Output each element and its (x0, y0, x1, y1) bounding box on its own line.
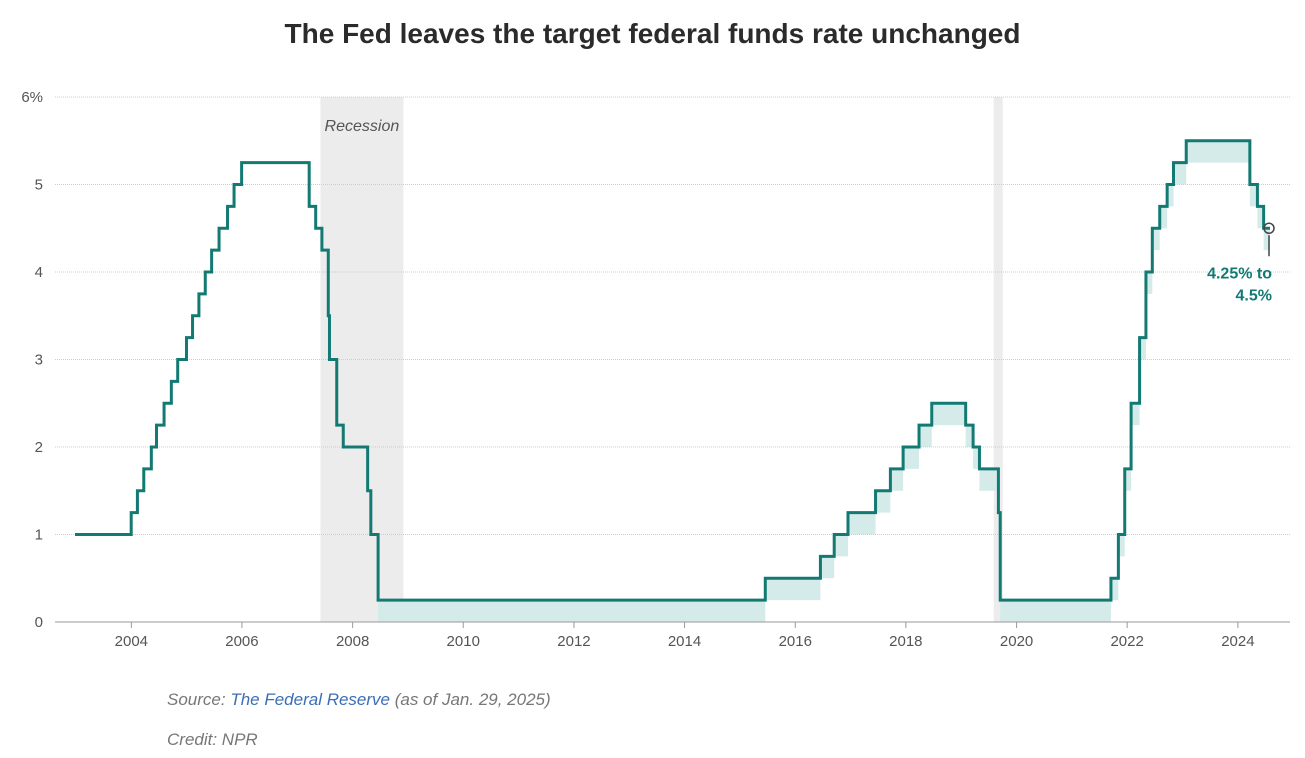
band-segment (1186, 140, 1250, 163)
band-segment (820, 556, 835, 579)
recession-label: Recession (325, 118, 400, 135)
band-segment (847, 512, 876, 535)
x-tick-label: 2004 (115, 633, 148, 650)
band-segment (903, 447, 920, 469)
source-suffix: (as of Jan. 29, 2025) (390, 690, 551, 709)
y-tick-label: 2 (35, 439, 43, 456)
y-tick-label: 6% (21, 89, 43, 106)
band-segment (1167, 184, 1174, 207)
band-segment (378, 600, 766, 622)
band-segment (875, 490, 891, 513)
band-segment (1159, 206, 1168, 229)
band-segment (1131, 403, 1140, 426)
recession-band-1 (993, 97, 1003, 622)
x-tick-label: 2010 (447, 633, 480, 650)
x-tick-label: 2012 (557, 633, 590, 650)
gridlines (55, 96, 1290, 623)
annotation-label: 4.25% to (1207, 265, 1272, 282)
y-tick-label: 1 (35, 527, 43, 544)
band-segment (1263, 228, 1270, 251)
band-segment (890, 468, 904, 491)
chart-title: The Fed leaves the target federal funds … (284, 18, 1021, 49)
band-segment (1139, 337, 1146, 360)
band-segment (1110, 578, 1119, 601)
band-segment (1257, 206, 1264, 229)
x-tick-label: 2014 (668, 633, 701, 650)
x-tick-label: 2006 (225, 633, 258, 650)
band-segment (979, 468, 999, 491)
band-segment (765, 578, 821, 601)
x-tick-label: 2022 (1110, 633, 1143, 650)
band-segment (1249, 184, 1258, 207)
band-segment (931, 403, 966, 426)
band-segment (1118, 534, 1125, 557)
source-prefix: Source: (167, 690, 231, 709)
target-range-band (378, 140, 1270, 622)
band-segment (965, 425, 974, 447)
annotation-label: 4.5% (1236, 287, 1272, 304)
x-tick-label: 2016 (779, 633, 812, 650)
annotation-marker (1263, 222, 1275, 234)
x-tick-label: 2020 (1000, 633, 1033, 650)
band-segment (919, 425, 932, 447)
y-tick-label: 5 (35, 177, 43, 194)
y-tick-label: 4 (35, 264, 43, 281)
source-note: Source: The Federal Reserve (as of Jan. … (167, 690, 551, 710)
band-segment (1152, 228, 1160, 251)
x-axis: 2004 2006 2008 2010 2012 2014 2016 2018 2020 2022… (115, 622, 1255, 650)
y-tick-label: 0 (35, 614, 43, 631)
y-tick-label: 3 (35, 352, 43, 369)
credit-note: Credit: NPR (167, 730, 258, 749)
y-axis: 0 1 2 3 4 5 6% (21, 89, 43, 631)
rate-step-line (75, 139, 1270, 602)
band-segment (1145, 272, 1153, 294)
band-segment (1124, 468, 1132, 491)
annotations: 4.25% to 4.5% (1207, 222, 1275, 304)
source-link[interactable]: The Federal Reserve (230, 690, 390, 709)
x-tick-label: 2008 (336, 633, 369, 650)
band-segment (834, 534, 848, 557)
band-segment (973, 447, 980, 469)
x-tick-label: 2024 (1221, 633, 1254, 650)
band-segment (1173, 162, 1187, 185)
band-segment (1000, 600, 1111, 622)
x-tick-label: 2018 (889, 633, 922, 650)
rate-line (75, 139, 1270, 602)
